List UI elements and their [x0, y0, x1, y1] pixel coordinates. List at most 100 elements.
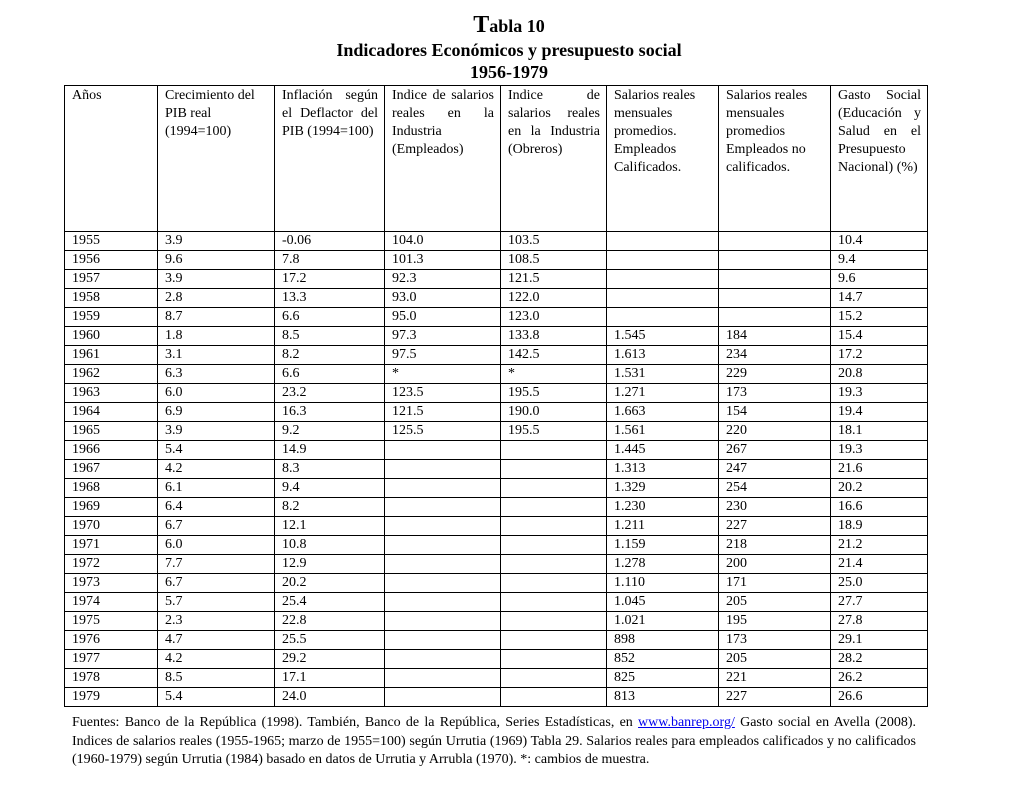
cell-wage-index-workers	[500, 459, 607, 479]
cell-inflation: 6.6	[274, 364, 385, 384]
cell-year: 1976	[64, 630, 158, 650]
cell-pib-growth: 5.7	[157, 592, 275, 612]
title-initial: T	[473, 12, 490, 38]
cell-social-spending: 19.3	[830, 440, 928, 460]
cell-social-spending: 27.7	[830, 592, 928, 612]
cell-wage-skilled: 1.110	[606, 573, 719, 593]
cell-wage-index-workers	[500, 649, 607, 669]
cell-wage-unskilled: 195	[718, 611, 831, 631]
table-body: 1955 3.9 -0.06 104.0 103.5 10.4 1956 9.6 7.8 101.…	[64, 231, 928, 707]
cell-pib-growth: 1.8	[157, 326, 275, 346]
cell-wage-skilled: 813	[606, 687, 719, 707]
cell-wage-unskilled: 200	[718, 554, 831, 574]
cell-pib-growth: 7.7	[157, 554, 275, 574]
table-row: 1955 3.9 -0.06 104.0 103.5 10.4	[64, 231, 928, 251]
cell-wage-index-workers: 133.8	[500, 326, 607, 346]
cell-pib-growth: 6.4	[157, 497, 275, 517]
cell-wage-skilled: 898	[606, 630, 719, 650]
cell-year: 1967	[64, 459, 158, 479]
cell-social-spending: 20.2	[830, 478, 928, 498]
cell-wage-unskilled: 205	[718, 592, 831, 612]
cell-pib-growth: 2.3	[157, 611, 275, 631]
cell-pib-growth: 9.6	[157, 250, 275, 270]
cell-social-spending: 9.6	[830, 269, 928, 289]
cell-social-spending: 25.0	[830, 573, 928, 593]
header-gasto-social: Gasto Social (Educación y Salud en el Pr…	[830, 85, 928, 232]
cell-year: 1978	[64, 668, 158, 688]
cell-year: 1959	[64, 307, 158, 327]
cell-inflation: 23.2	[274, 383, 385, 403]
cell-wage-skilled: 1.159	[606, 535, 719, 555]
cell-year: 1974	[64, 592, 158, 612]
cell-wage-skilled	[606, 307, 719, 327]
cell-wage-unskilled	[718, 269, 831, 289]
economic-indicators-table: Años Crecimiento del PIB real (1994=100)…	[64, 85, 928, 707]
cell-wage-unskilled: 254	[718, 478, 831, 498]
cell-wage-skilled	[606, 269, 719, 289]
cell-wage-unskilled: 205	[718, 649, 831, 669]
cell-inflation: 9.4	[274, 478, 385, 498]
cell-wage-unskilled: 247	[718, 459, 831, 479]
table-row: 1976 4.7 25.5 898 173 29.1	[64, 630, 928, 650]
cell-wage-unskilled: 234	[718, 345, 831, 365]
cell-wage-skilled: 1.531	[606, 364, 719, 384]
table-row: 1968 6.1 9.4 1.329 254 20.2	[64, 478, 928, 498]
table-row: 1974 5.7 25.4 1.045 205 27.7	[64, 592, 928, 612]
cell-year: 1964	[64, 402, 158, 422]
cell-wage-index-workers	[500, 668, 607, 688]
cell-inflation: 25.5	[274, 630, 385, 650]
cell-social-spending: 17.2	[830, 345, 928, 365]
cell-wage-unskilled: 220	[718, 421, 831, 441]
cell-pib-growth: 2.8	[157, 288, 275, 308]
cell-wage-skilled	[606, 288, 719, 308]
cell-wage-unskilled: 229	[718, 364, 831, 384]
cell-wage-unskilled: 230	[718, 497, 831, 517]
cell-pib-growth: 6.0	[157, 535, 275, 555]
cell-wage-skilled: 1.545	[606, 326, 719, 346]
cell-inflation: 24.0	[274, 687, 385, 707]
cell-wage-index-employees	[384, 668, 501, 688]
cell-wage-index-employees	[384, 687, 501, 707]
cell-wage-index-employees: 97.5	[384, 345, 501, 365]
cell-pib-growth: 6.7	[157, 516, 275, 536]
cell-wage-skilled: 1.613	[606, 345, 719, 365]
cell-wage-index-employees: 125.5	[384, 421, 501, 441]
cell-wage-unskilled	[718, 307, 831, 327]
cell-wage-unskilled: 184	[718, 326, 831, 346]
cell-wage-skilled	[606, 231, 719, 251]
header-row: Años Crecimiento del PIB real (1994=100)…	[64, 85, 928, 232]
cell-wage-skilled: 1.329	[606, 478, 719, 498]
cell-inflation: 25.4	[274, 592, 385, 612]
cell-social-spending: 18.1	[830, 421, 928, 441]
banrep-link[interactable]: www.banrep.org/	[638, 715, 735, 730]
title-rest: abla 10	[489, 16, 545, 36]
cell-social-spending: 26.6	[830, 687, 928, 707]
table-row: 1964 6.9 16.3 121.5 190.0 1.663 154 19.4	[64, 402, 928, 422]
table-row: 1969 6.4 8.2 1.230 230 16.6	[64, 497, 928, 517]
cell-wage-unskilled	[718, 288, 831, 308]
cell-pib-growth: 3.9	[157, 269, 275, 289]
cell-wage-index-employees: 101.3	[384, 250, 501, 270]
cell-year: 1963	[64, 383, 158, 403]
cell-social-spending: 27.8	[830, 611, 928, 631]
cell-wage-index-workers	[500, 497, 607, 517]
cell-wage-unskilled: 173	[718, 383, 831, 403]
cell-social-spending: 26.2	[830, 668, 928, 688]
cell-social-spending: 10.4	[830, 231, 928, 251]
table-row: 1966 5.4 14.9 1.445 267 19.3	[64, 440, 928, 460]
cell-wage-index-workers	[500, 592, 607, 612]
cell-year: 1970	[64, 516, 158, 536]
cell-wage-index-employees	[384, 554, 501, 574]
cell-inflation: 10.8	[274, 535, 385, 555]
cell-wage-index-workers: *	[500, 364, 607, 384]
cell-wage-index-employees: *	[384, 364, 501, 384]
cell-year: 1961	[64, 345, 158, 365]
cell-wage-index-workers: 142.5	[500, 345, 607, 365]
cell-pib-growth: 6.7	[157, 573, 275, 593]
cell-wage-skilled: 1.663	[606, 402, 719, 422]
cell-inflation: 8.5	[274, 326, 385, 346]
cell-wage-index-workers: 103.5	[500, 231, 607, 251]
cell-year: 1973	[64, 573, 158, 593]
cell-wage-index-employees	[384, 649, 501, 669]
cell-pib-growth: 8.5	[157, 668, 275, 688]
